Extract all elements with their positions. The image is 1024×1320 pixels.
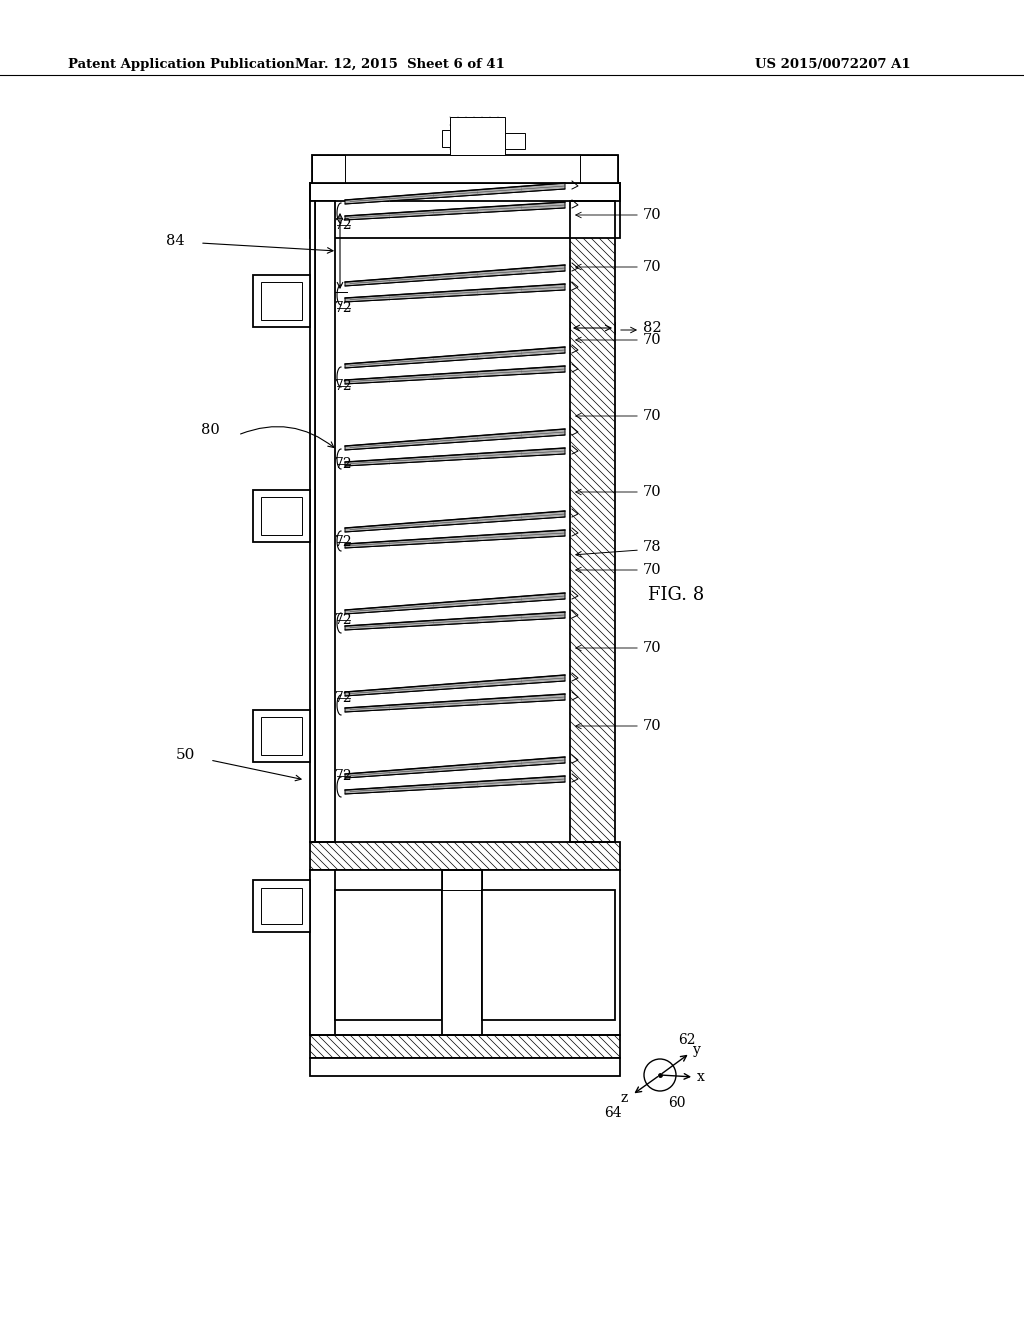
Polygon shape (345, 593, 565, 614)
Text: 60: 60 (668, 1096, 685, 1110)
Polygon shape (482, 890, 615, 1020)
Polygon shape (345, 347, 565, 368)
Text: 70: 70 (643, 564, 662, 577)
Polygon shape (345, 265, 565, 286)
Polygon shape (345, 776, 565, 795)
Polygon shape (261, 282, 302, 319)
Text: 70: 70 (643, 484, 662, 499)
Polygon shape (345, 756, 565, 777)
Text: x: x (697, 1071, 705, 1084)
Polygon shape (310, 183, 620, 238)
Polygon shape (261, 717, 302, 755)
Polygon shape (253, 490, 310, 543)
Text: 72: 72 (335, 770, 352, 783)
Polygon shape (442, 870, 482, 1035)
Polygon shape (345, 183, 565, 205)
Polygon shape (261, 888, 302, 924)
Polygon shape (345, 284, 565, 302)
Text: z: z (621, 1092, 628, 1105)
Text: 72: 72 (335, 690, 352, 705)
Polygon shape (315, 201, 335, 842)
Polygon shape (345, 447, 565, 466)
Text: Mar. 12, 2015  Sheet 6 of 41: Mar. 12, 2015 Sheet 6 of 41 (295, 58, 505, 71)
Polygon shape (450, 117, 505, 154)
Text: 70: 70 (643, 642, 662, 655)
Polygon shape (505, 133, 525, 149)
Text: 50: 50 (176, 748, 195, 762)
Text: 82: 82 (643, 321, 662, 335)
Text: y: y (693, 1043, 700, 1057)
Polygon shape (261, 498, 302, 535)
Polygon shape (345, 694, 565, 711)
Text: 64: 64 (604, 1106, 622, 1119)
Text: 72: 72 (335, 379, 352, 393)
Polygon shape (312, 154, 618, 183)
Polygon shape (345, 429, 565, 450)
Polygon shape (253, 275, 310, 327)
Polygon shape (345, 675, 565, 696)
Polygon shape (442, 129, 450, 147)
Polygon shape (345, 511, 565, 532)
Polygon shape (345, 612, 565, 630)
Text: 72: 72 (335, 218, 352, 232)
Text: 72: 72 (335, 612, 352, 627)
Polygon shape (345, 202, 565, 220)
Polygon shape (310, 201, 315, 842)
Text: 72: 72 (335, 457, 352, 471)
Text: 80: 80 (202, 422, 220, 437)
Text: 70: 70 (643, 333, 662, 347)
Polygon shape (310, 1059, 620, 1076)
Text: 72: 72 (335, 301, 352, 315)
Polygon shape (310, 870, 620, 1035)
Text: 84: 84 (166, 234, 185, 248)
Polygon shape (253, 880, 310, 932)
Text: 72: 72 (335, 535, 352, 549)
Text: 70: 70 (643, 409, 662, 422)
Text: Patent Application Publication: Patent Application Publication (68, 58, 295, 71)
Polygon shape (345, 366, 565, 384)
Text: 78: 78 (643, 540, 662, 554)
Polygon shape (345, 531, 565, 548)
Text: 70: 70 (643, 209, 662, 222)
Text: 70: 70 (643, 719, 662, 733)
Text: FIG. 8: FIG. 8 (648, 586, 705, 605)
Text: US 2015/0072207 A1: US 2015/0072207 A1 (755, 58, 910, 71)
Polygon shape (253, 710, 310, 762)
Text: 70: 70 (643, 260, 662, 275)
Polygon shape (335, 201, 570, 842)
Text: 62: 62 (678, 1034, 695, 1047)
Polygon shape (335, 890, 442, 1020)
Polygon shape (310, 870, 335, 1035)
